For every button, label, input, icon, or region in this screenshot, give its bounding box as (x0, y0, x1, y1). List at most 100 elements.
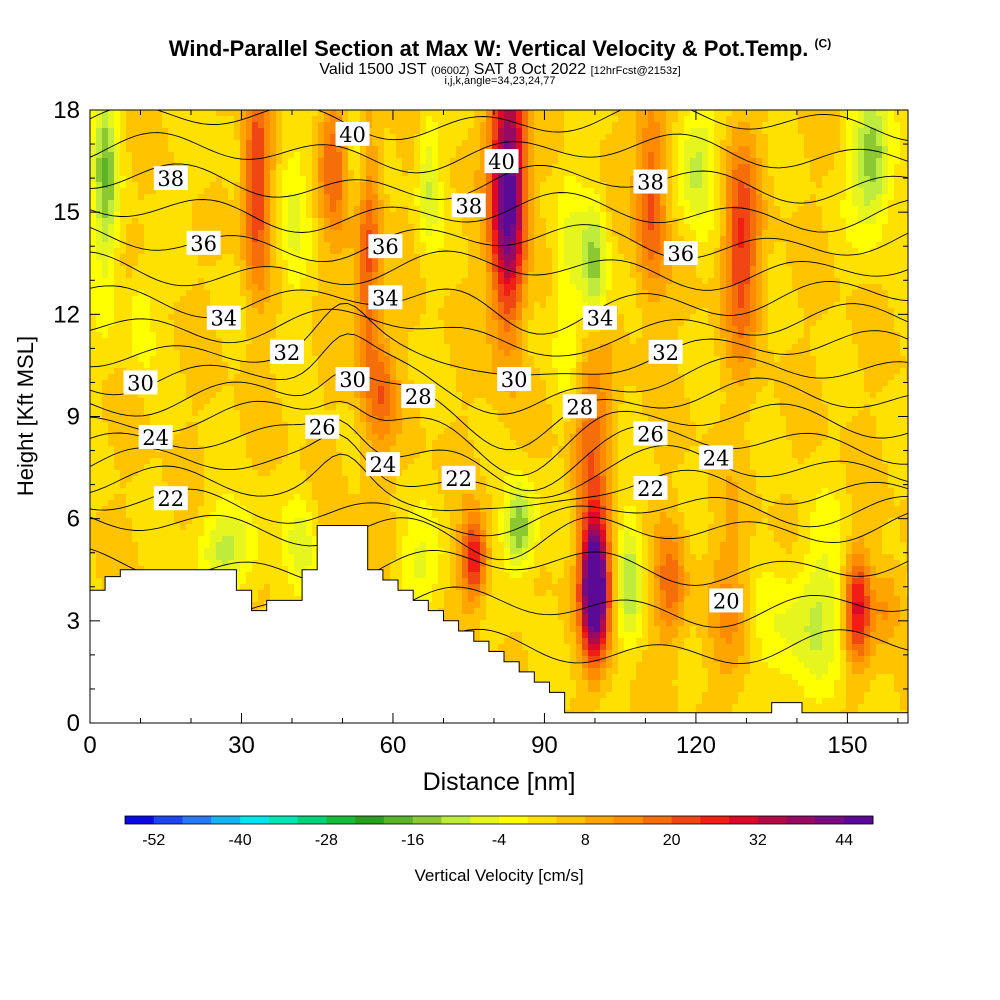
theta-label: 30 (123, 370, 158, 395)
theta-contour-line (90, 548, 908, 586)
chart-title: Wind-Parallel Section at Max W: Vertical… (0, 36, 1000, 62)
theta-label: 24 (699, 445, 734, 470)
theta-label-text: 26 (637, 423, 664, 447)
theta-contour-line (90, 69, 908, 108)
theta-label-text: 34 (372, 286, 399, 310)
colorbar-tick-label: 44 (835, 832, 853, 849)
theta-label-text: 38 (455, 194, 482, 218)
y-tick-label: 0 (67, 710, 80, 737)
theta-label-text: 32 (274, 341, 301, 365)
theta-label-text: 30 (501, 368, 528, 392)
colorbar-tick-label: 8 (581, 832, 590, 849)
x-tick-label: 120 (676, 732, 716, 759)
theta-contour-line (90, 132, 908, 174)
theta-label: 40 (335, 121, 370, 147)
theta-contours (90, 0, 908, 669)
theta-label-text: 30 (127, 371, 154, 395)
colorbar-tick-label: -16 (401, 832, 424, 849)
colorbar-swatch (527, 816, 557, 824)
theta-label: 40 (484, 149, 519, 174)
y-tick-label: 18 (53, 97, 80, 124)
theta-label: 34 (582, 305, 617, 331)
theta-label: 34 (206, 305, 241, 331)
colorbar-swatch (470, 816, 500, 824)
colorbar-swatch (125, 816, 155, 824)
colorbar-tick-label: -52 (142, 832, 165, 849)
theta-contour-line (90, 0, 908, 7)
forecast-info: [12hrFcst@2153z] (590, 65, 681, 77)
valid-utc: (0600Z) (430, 65, 470, 77)
colorbar-tick-label: 20 (663, 832, 681, 849)
theta-label: 36 (663, 241, 698, 266)
theta-label-text: 28 (566, 395, 593, 419)
theta-label: 36 (186, 230, 221, 256)
y-tick-label: 6 (67, 506, 80, 533)
valid-date: SAT 8 Oct 2022 (473, 61, 587, 78)
theta-contour-line (90, 2, 908, 41)
y-tick-label: 9 (67, 404, 80, 431)
theta-label: 22 (153, 486, 188, 511)
theta-label-text: 38 (157, 167, 184, 191)
theta-label-text: 40 (488, 150, 515, 174)
colorbar-swatch (268, 816, 298, 824)
theta-label: 22 (441, 465, 476, 491)
theta-label-text: 24 (369, 453, 396, 477)
theta-contour-line (90, 433, 908, 499)
colorbar-swatch (297, 816, 327, 824)
theta-label: 38 (451, 193, 486, 218)
y-tick-label: 3 (67, 608, 80, 635)
colorbar-swatch (700, 816, 730, 824)
colorbar-swatch (815, 816, 845, 824)
colorbar-tick-label: -4 (492, 832, 506, 849)
theta-label: 28 (562, 394, 597, 419)
theta-contour-line (90, 250, 908, 291)
x-tick-label: 150 (827, 732, 867, 759)
grid-indices: i,j,k,angle=34,23,24,77 (444, 75, 556, 87)
theta-label-text: 20 (713, 589, 740, 613)
theta-label-text: 26 (309, 416, 336, 440)
colorbar-tick-label: 32 (749, 832, 767, 849)
colorbar-swatch (153, 816, 183, 824)
theta-contour-line (90, 418, 908, 492)
copyright-mark: (C) (814, 36, 832, 51)
colorbar-swatch (556, 816, 586, 824)
colorbar-swatch (786, 816, 816, 824)
theta-label: 34 (368, 285, 403, 310)
theta-label: 36 (368, 234, 403, 259)
theta-label-text: 36 (190, 232, 217, 256)
theta-label-text: 22 (445, 467, 472, 491)
theta-label-text: 36 (667, 242, 694, 266)
theta-contour-line (90, 36, 908, 76)
theta-label: 38 (633, 169, 668, 195)
valid-time: Valid 1500 JST (319, 61, 427, 78)
colorbar-swatch (412, 816, 442, 824)
theta-contour-line (90, 453, 908, 511)
theta-label: 24 (365, 452, 400, 477)
theta-label-text: 28 (405, 385, 432, 409)
y-axis-label: Height [Kft MSL] (13, 336, 38, 496)
theta-label-text: 32 (652, 341, 679, 365)
colorbar-swatch (441, 816, 471, 824)
theta-label-text: 40 (339, 123, 366, 147)
y-tick-label: 15 (53, 199, 80, 226)
theta-label: 24 (138, 424, 173, 450)
vertical-velocity-field (90, 110, 908, 723)
chart-title-text: Wind-Parallel Section at Max W: Vertical… (168, 36, 809, 61)
theta-label-text: 34 (587, 307, 614, 331)
colorbar-tick-label: -40 (229, 832, 252, 849)
terrain-shape (90, 525, 908, 723)
colorbar-swatch (729, 816, 759, 824)
colorbar-swatch (211, 816, 241, 824)
theta-label: 26 (633, 421, 668, 447)
theta-label-text: 24 (703, 446, 730, 470)
theta-label-text: 24 (142, 426, 169, 450)
theta-contour-line (90, 333, 908, 415)
x-tick-label: 90 (531, 732, 558, 759)
colorbar: -52 -40 -28 -16 -4 8 20 32 44 Vertical Velocity [… (124, 815, 874, 885)
colorbar-swatch (757, 816, 788, 824)
theta-label-text: 36 (372, 235, 399, 259)
colorbar-swatch (355, 816, 385, 824)
x-tick-label: 30 (228, 732, 255, 759)
theta-contour-line (90, 192, 908, 233)
